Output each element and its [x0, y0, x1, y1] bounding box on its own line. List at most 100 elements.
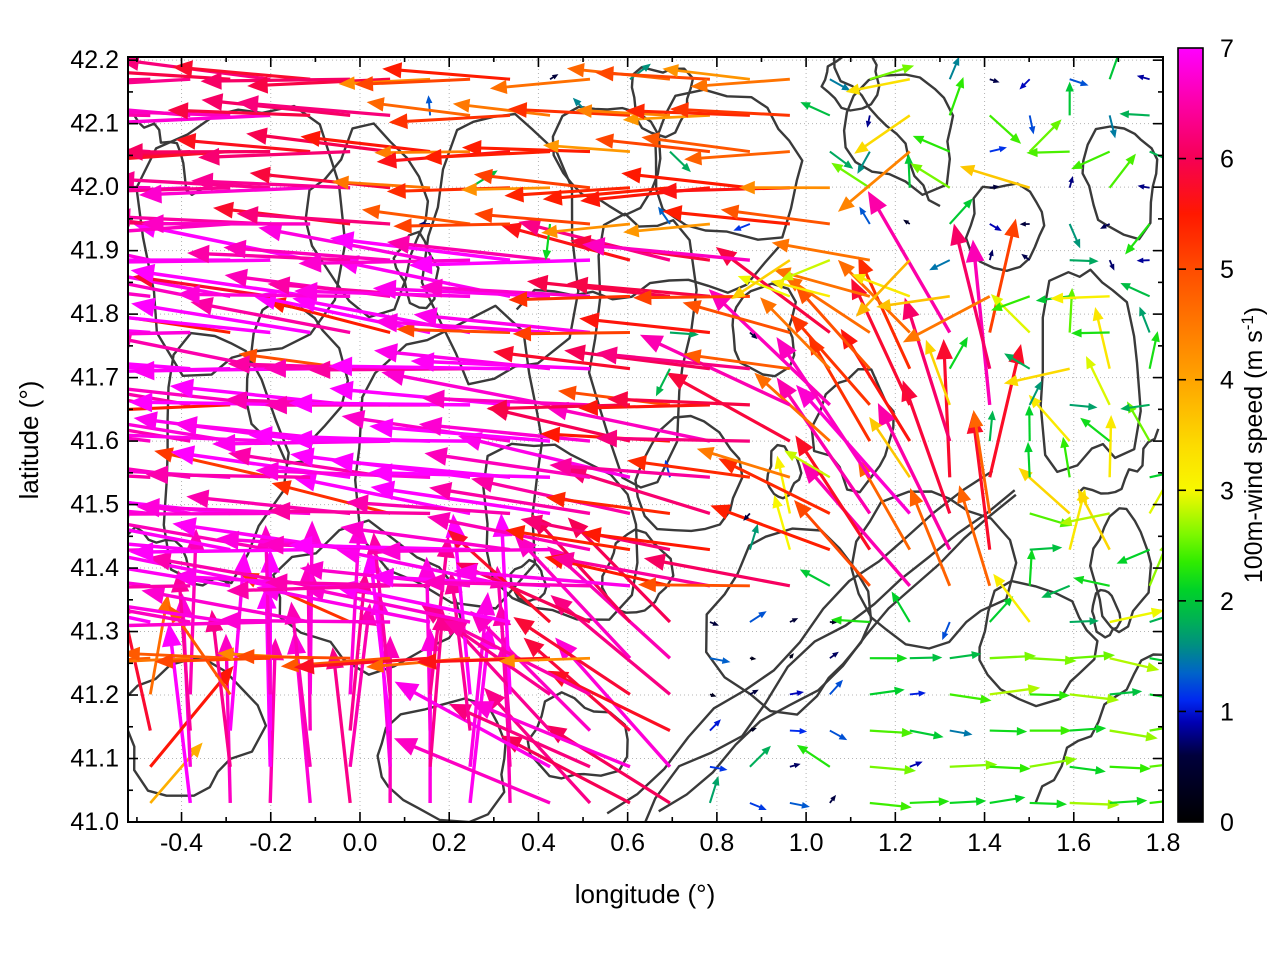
wind-arrow-head [369, 418, 394, 438]
wind-arrow-shaft [429, 314, 591, 335]
wind-arrow-head [582, 237, 606, 256]
wind-arrow-head [933, 731, 944, 740]
wind-arrow-shaft [1149, 150, 1163, 159]
wind-arrow-head [1105, 415, 1117, 429]
wind-arrow-head [788, 653, 794, 659]
wind-arrow-head [641, 63, 651, 72]
wind-arrow-head [175, 133, 197, 150]
wind-arrow-shaft [873, 424, 911, 478]
wind-arrow-head [1089, 257, 1099, 265]
wind-arrow-head [867, 191, 887, 215]
cb-tick-label: 5 [1220, 256, 1234, 284]
wind-arrow-head [1068, 176, 1074, 184]
wind-arrow-head [0, 558, 2, 577]
wind-arrow-head [1136, 74, 1145, 81]
wind-arrow-head [1132, 688, 1143, 697]
wind-arrow-head [1008, 344, 1025, 366]
wind-arrow-head [800, 102, 811, 110]
wind-arrow-shaft [406, 222, 511, 228]
wind-arrow-head [904, 153, 913, 164]
wind-arrow-shaft [634, 173, 751, 190]
wind-arrow-head [721, 657, 731, 664]
wind-arrow-head [835, 679, 843, 688]
wind-arrow-shaft [1077, 150, 1111, 167]
wind-arrow-shaft [694, 304, 791, 334]
wind-arrow-shaft [1024, 473, 1071, 515]
wind-arrow-head [340, 520, 364, 540]
wind-arrow-shaft [797, 323, 871, 406]
wind-arrow-shaft [972, 254, 992, 406]
x-tick-label: 1.2 [878, 829, 913, 857]
wind-arrow-shaft [783, 243, 871, 262]
wind-arrow-shaft [1149, 800, 1163, 805]
wind-arrow-head [513, 617, 535, 636]
wind-arrow-head [148, 552, 172, 571]
wind-arrow-shaft [948, 202, 969, 225]
wind-arrow-shaft [905, 393, 952, 514]
wind-arrow-head [264, 395, 287, 415]
contour-line [1081, 125, 1159, 241]
wind-arrow-shaft [148, 605, 168, 695]
wind-arrow-head [971, 651, 982, 660]
wind-arrow-shaft [883, 416, 952, 551]
wind-arrow-shaft [749, 613, 763, 623]
colorbar-layer: 0 1 2 3 4 5 6 7 [1177, 35, 1234, 837]
x-tick-label: 1.4 [967, 829, 1002, 857]
wind-arrow-head [549, 457, 572, 476]
wind-arrow-head [595, 66, 614, 82]
wind-arrow-shaft [1028, 556, 1033, 586]
wind-arrow-shaft [1108, 115, 1115, 133]
wind-arrow-head [752, 689, 759, 695]
wind-arrow-shaft [869, 765, 909, 772]
wind-arrow-head [413, 307, 438, 327]
wind-arrow-head [288, 535, 313, 556]
wind-arrow-shaft [202, 251, 351, 262]
wind-arrow-shaft [969, 168, 1031, 190]
wind-arrow-head [801, 461, 823, 484]
wind-arrow-head [212, 433, 236, 454]
wind-arrow-head [904, 765, 917, 775]
wind-arrow-head [840, 328, 858, 350]
contour-line [526, 691, 629, 780]
wind-arrow-shaft [1108, 424, 1113, 478]
wind-arrow-shaft [456, 538, 552, 624]
wind-arrow-head [128, 646, 141, 662]
wind-arrow-shaft [471, 186, 551, 191]
wind-arrow-shaft [1079, 578, 1110, 587]
wind-arrow-shaft [682, 108, 790, 117]
wind-arrow-shaft [149, 749, 197, 804]
wind-arrow-shaft [838, 618, 870, 624]
y-tick-label: 42.1 [70, 110, 119, 138]
wind-arrow-head [550, 594, 573, 616]
wind-arrow-shaft [401, 113, 511, 124]
wind-arrow-head [622, 112, 639, 126]
wind-arrow-head [795, 285, 814, 305]
wind-arrow-shaft [1068, 497, 1085, 550]
wind-arrow-head [991, 302, 1003, 311]
wind-arrow-shaft [346, 238, 511, 262]
wind-arrow-head [366, 658, 384, 673]
wind-arrow-shaft [128, 315, 271, 335]
wind-arrow-head [453, 563, 478, 583]
wind-arrow-head [201, 93, 224, 111]
wind-arrow-head [223, 239, 247, 259]
wind-arrow-shaft [134, 652, 231, 660]
wind-arrow-head [372, 279, 397, 300]
wind-arrow-head [489, 79, 508, 95]
x-tick-label: 0.8 [699, 829, 734, 857]
wind-arrow-shaft [783, 349, 872, 479]
wind-arrow-head [246, 127, 268, 145]
wind-arrow-shaft [801, 446, 872, 551]
wind-arrow-shaft [988, 600, 1010, 623]
wind-arrow-head [737, 275, 752, 286]
wind-arrow-head [718, 458, 739, 474]
wind-arrow-shaft [278, 302, 391, 335]
wind-arrow-shaft [942, 352, 952, 478]
y-tick-label: 41.0 [70, 808, 119, 836]
wind-arrow-head [909, 488, 924, 507]
wind-arrow-shaft [154, 186, 311, 197]
wind-arrow-head [1120, 282, 1131, 291]
tick-labels-layer: -0.4 -0.2 0.0 0.2 0.4 0.6 0.8 1.0 1.2 1.4 1.6 1.8 41… [70, 46, 1180, 857]
wind-arrow-shaft [128, 282, 191, 299]
wind-arrow-shaft [559, 408, 711, 443]
